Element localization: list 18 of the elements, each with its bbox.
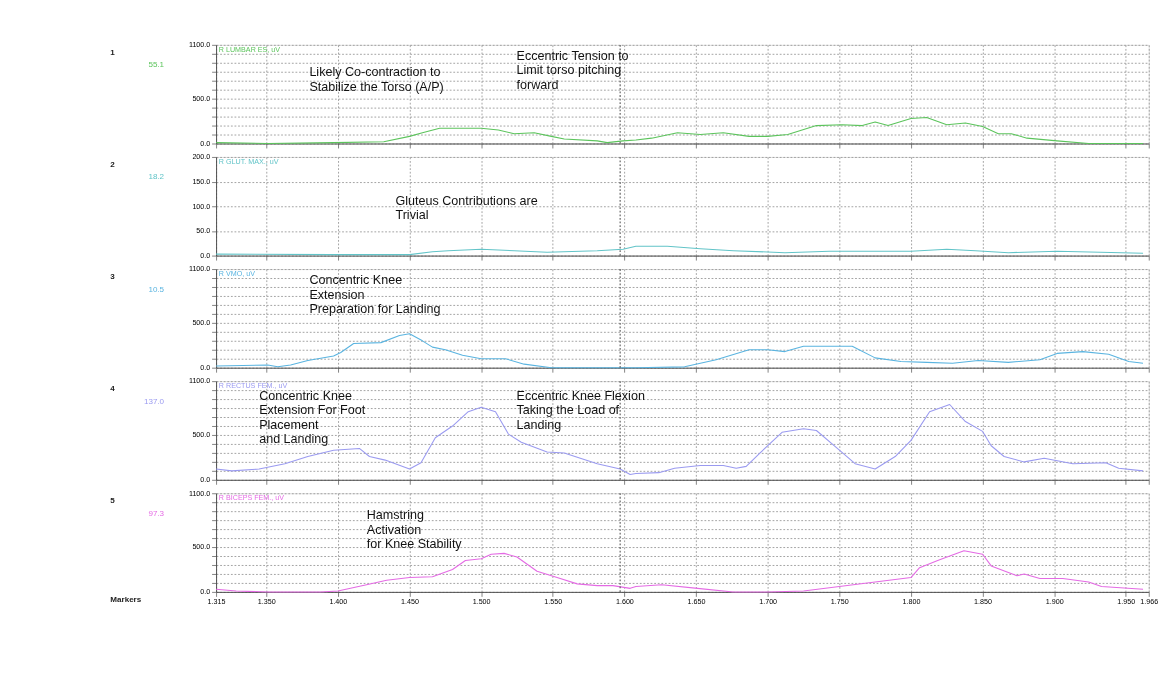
text: 3 (110, 271, 116, 281)
text: 18.2 (148, 172, 165, 182)
annotation: Likely Co-contraction to Stabilize the Torso (A/P) (309, 65, 444, 94)
annotation: Gluteus Contributions are Trivial (395, 193, 538, 222)
annotation: Eccentric Tension to Limit torso pitching forward (516, 49, 629, 92)
text: 137.0 (143, 396, 165, 406)
annotation: Concentric Knee Extension Preparation for Landing (309, 273, 441, 317)
text: 2 (110, 159, 116, 169)
annotation: Concentric Knee Extension For Foot Placement and Landing (259, 389, 366, 447)
text: 4 (110, 384, 116, 394)
text: Markers (110, 594, 142, 604)
text: 10.5 (148, 284, 165, 294)
text: 1 (110, 47, 116, 57)
text: 5 (110, 496, 116, 506)
annotation: Hamstring Activation for Knee Stability (366, 508, 463, 551)
annotation: Eccentric Knee Flexion Taking the Load of Landing (516, 389, 645, 432)
text: 97.3 (148, 508, 165, 518)
text: 55.1 (148, 60, 165, 70)
